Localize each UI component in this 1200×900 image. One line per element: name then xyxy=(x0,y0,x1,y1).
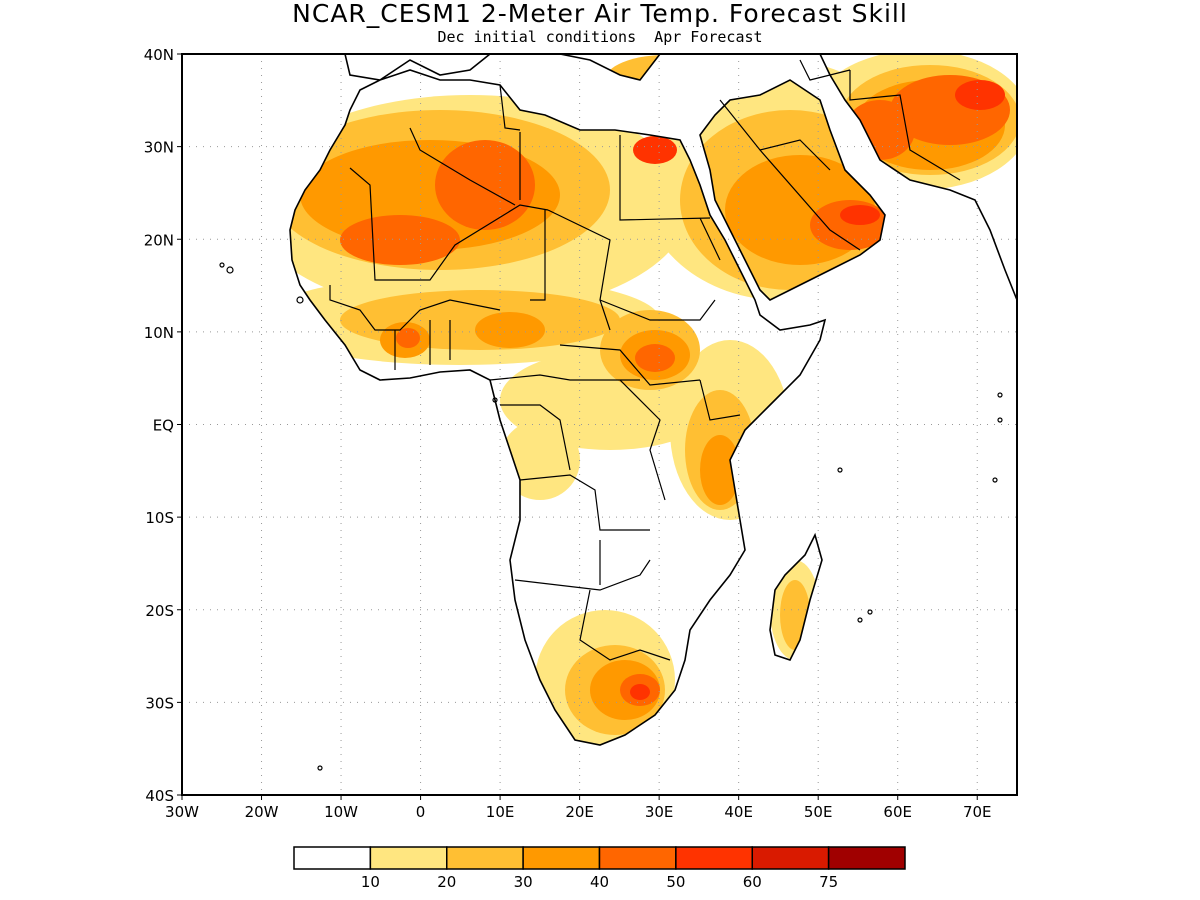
border xyxy=(559,344,701,386)
skill-region xyxy=(435,140,535,230)
border xyxy=(759,149,861,251)
skill-region xyxy=(840,205,880,225)
colorbar-label: 30 xyxy=(514,873,533,891)
colorbar-swatch xyxy=(446,846,524,870)
island xyxy=(837,467,843,473)
lon-tick-label: 30E xyxy=(645,803,674,821)
lat-tick-label: 20S xyxy=(145,602,174,620)
border xyxy=(799,59,851,81)
border xyxy=(530,210,546,301)
island xyxy=(867,609,873,615)
colorbar-label: 10 xyxy=(361,873,380,891)
lat-tick-label: 10S xyxy=(145,509,174,527)
border xyxy=(619,379,666,501)
island xyxy=(296,296,304,304)
longitude-tick-labels: 30W 20W 10W 0 10E 20E 30E 40E 50E 60E 70E xyxy=(165,795,992,821)
border xyxy=(409,127,516,206)
skill-region xyxy=(340,215,460,265)
border xyxy=(547,209,611,331)
colorbar-label: 20 xyxy=(437,873,456,891)
islands xyxy=(219,262,1003,771)
skill-region xyxy=(700,435,740,505)
colorbar-label: 60 xyxy=(743,873,762,891)
island xyxy=(219,262,225,268)
island xyxy=(226,266,234,274)
latitude-tick-labels: 40N 30N 20N 10N EQ 10S 20S 30S 40S xyxy=(144,46,182,805)
colorbar-swatch xyxy=(598,846,677,870)
lat-tick-label: EQ xyxy=(153,417,174,435)
border xyxy=(349,167,549,281)
map-title: NCAR_CESM1 2-Meter Air Temp. Forecast Sk… xyxy=(292,0,908,28)
country-borders xyxy=(329,59,961,661)
madagascar-coastline xyxy=(769,532,823,661)
colorbar-swatch xyxy=(522,846,601,870)
border xyxy=(394,320,451,370)
lat-tick-label: 30S xyxy=(145,694,174,712)
island xyxy=(492,397,498,403)
border xyxy=(489,374,640,381)
coastline xyxy=(289,54,1017,746)
lon-tick-label: 20W xyxy=(245,803,279,821)
border xyxy=(579,589,671,661)
colorbar: 10 20 30 40 50 60 75 xyxy=(293,846,906,891)
lat-tick-label: 40N xyxy=(144,46,174,64)
skill-region xyxy=(630,684,650,700)
lon-tick-label: 70E xyxy=(963,803,992,821)
lat-tick-label: 40S xyxy=(145,787,174,805)
border xyxy=(849,70,961,181)
lon-tick-label: 40E xyxy=(724,803,753,821)
skill-region xyxy=(396,328,420,348)
lon-tick-label: 20E xyxy=(565,803,594,821)
lat-tick-label: 30N xyxy=(144,139,174,157)
lat-tick-label: 20N xyxy=(144,231,174,249)
border xyxy=(699,379,741,421)
border xyxy=(599,299,716,321)
border xyxy=(499,84,521,131)
skill-shading xyxy=(290,54,1017,745)
colorbar-label: 50 xyxy=(666,873,685,891)
colorbar-swatch xyxy=(369,846,448,870)
border xyxy=(329,285,501,331)
colorbar-swatch xyxy=(675,846,753,870)
lon-tick-label: 0 xyxy=(416,803,426,821)
border xyxy=(500,404,571,471)
island xyxy=(997,417,1003,423)
border xyxy=(699,99,831,261)
colorbar-swatch xyxy=(293,846,372,870)
skill-region xyxy=(633,136,677,164)
colorbar-swatch xyxy=(751,846,830,870)
lon-tick-label: 60E xyxy=(883,803,912,821)
border xyxy=(519,474,650,531)
skill-region xyxy=(635,344,675,372)
island xyxy=(857,617,863,623)
island xyxy=(992,477,998,483)
lon-tick-label: 30W xyxy=(165,803,199,821)
border xyxy=(514,559,651,591)
skill-region xyxy=(475,312,545,348)
lon-tick-label: 50E xyxy=(804,803,833,821)
lon-tick-label: 10W xyxy=(324,803,358,821)
map-subtitle: Dec initial conditions Apr Forecast xyxy=(437,28,763,46)
colorbar-label: 40 xyxy=(590,873,609,891)
border xyxy=(619,135,711,221)
colorbar-swatch xyxy=(827,846,906,870)
skill-region xyxy=(955,80,1005,110)
island xyxy=(997,392,1003,398)
lon-tick-label: 10E xyxy=(486,803,515,821)
island xyxy=(317,765,323,771)
colorbar-label: 75 xyxy=(819,873,838,891)
lat-tick-label: 10N xyxy=(144,324,174,342)
